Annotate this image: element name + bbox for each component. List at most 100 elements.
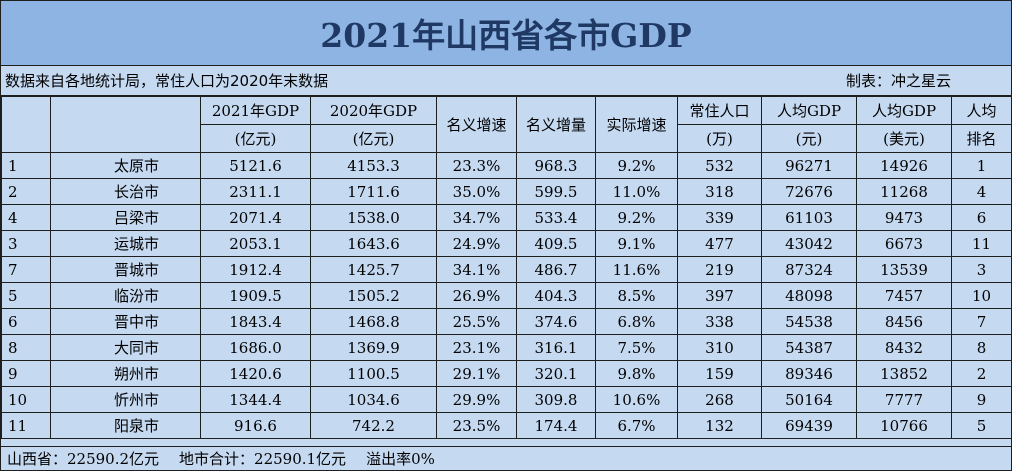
nominal-increase-cell: 599.5 <box>516 178 596 205</box>
real-growth-cell: 10.6% <box>595 386 678 413</box>
per-capita-usd-cell: 7777 <box>856 386 952 413</box>
gdp2020-cell: 1643.6 <box>310 230 437 257</box>
nominal-growth-cell: 24.9% <box>436 230 517 257</box>
header-real-growth: 实际增速 <box>595 96 678 153</box>
table-row: 6 晋中市 1843.4 1468.8 25.5% 374.6 6.8% 338 54538 84… <box>1 308 1012 335</box>
real-growth-cell: 9.2% <box>595 152 678 179</box>
per-capita-cny-cell: 54538 <box>761 308 857 335</box>
per-capita-rank-cell: 2 <box>951 360 1012 387</box>
table-row: 8 大同市 1686.0 1369.9 23.1% 316.1 7.5% 310 54387 84… <box>1 334 1012 361</box>
per-capita-cny-cell: 96271 <box>761 152 857 179</box>
per-capita-cny-cell: 43042 <box>761 230 857 257</box>
per-capita-cny-cell: 69439 <box>761 412 857 439</box>
rank-cell: 9 <box>1 360 51 387</box>
real-growth-cell: 6.8% <box>595 308 678 335</box>
per-capita-usd-cell: 13539 <box>856 256 952 283</box>
header-gdp2020-unit: (亿元) <box>310 124 437 153</box>
header-per-capita-rank: 人均 <box>951 96 1012 125</box>
gdp2020-cell: 1034.6 <box>310 386 437 413</box>
header-nominal-growth: 名义增速 <box>436 96 517 153</box>
gdp2021-cell: 916.6 <box>200 412 311 439</box>
gdp2021-cell: 1344.4 <box>200 386 311 413</box>
rank-cell: 5 <box>1 282 51 309</box>
population-cell: 219 <box>677 256 762 283</box>
per-capita-cny-cell: 87324 <box>761 256 857 283</box>
province-total: 山西省：22590.2亿元 <box>7 450 160 468</box>
table-row: 1 太原市 5121.6 4153.3 23.3% 968.3 9.2% 532 96271 14… <box>1 152 1012 179</box>
per-capita-rank-cell: 9 <box>951 386 1012 413</box>
real-growth-cell: 8.5% <box>595 282 678 309</box>
overflow-rate: 溢出率0% <box>366 450 435 468</box>
real-growth-cell: 7.5% <box>595 334 678 361</box>
table-row: 3 运城市 2053.1 1643.6 24.9% 409.5 9.1% 477 43042 66… <box>1 230 1012 257</box>
nominal-increase-cell: 374.6 <box>516 308 596 335</box>
header-population: 常住人口 <box>677 96 762 125</box>
per-capita-rank-cell: 8 <box>951 334 1012 361</box>
header-population-unit: (万) <box>677 124 762 153</box>
gdp-table: 2021年GDP 2020年GDP 名义增速 名义增量 实际增速 常住人口 人均… <box>1 96 1012 439</box>
rank-cell: 2 <box>1 178 51 205</box>
gdp2020-cell: 1538.0 <box>310 204 437 231</box>
rank-cell: 6 <box>1 308 51 335</box>
real-growth-cell: 9.2% <box>595 204 678 231</box>
nominal-growth-cell: 25.5% <box>436 308 517 335</box>
city-cell: 朔州市 <box>50 360 201 387</box>
nominal-growth-cell: 23.3% <box>436 152 517 179</box>
per-capita-rank-cell: 4 <box>951 178 1012 205</box>
per-capita-usd-cell: 8456 <box>856 308 952 335</box>
nominal-increase-cell: 486.7 <box>516 256 596 283</box>
per-capita-usd-cell: 7457 <box>856 282 952 309</box>
per-capita-cny-cell: 72676 <box>761 178 857 205</box>
nominal-increase-cell: 174.4 <box>516 412 596 439</box>
gdp2021-cell: 2311.1 <box>200 178 311 205</box>
rank-cell: 1 <box>1 152 51 179</box>
nominal-increase-cell: 409.5 <box>516 230 596 257</box>
table-row: 7 晋城市 1912.4 1425.7 34.1% 486.7 11.6% 219 87324 1… <box>1 256 1012 283</box>
note-row: 数据来自各地统计局，常住人口为2020年末数据 制表：冲之星云 <box>1 66 1011 96</box>
nominal-increase-cell: 320.1 <box>516 360 596 387</box>
header-per-capita-usd: 人均GDP <box>856 96 952 125</box>
city-cell: 长治市 <box>50 178 201 205</box>
population-cell: 397 <box>677 282 762 309</box>
gdp2021-cell: 1686.0 <box>200 334 311 361</box>
gdp2020-cell: 1505.2 <box>310 282 437 309</box>
nominal-growth-cell: 34.7% <box>436 204 517 231</box>
nominal-increase-cell: 309.8 <box>516 386 596 413</box>
per-capita-usd-cell: 13852 <box>856 360 952 387</box>
gdp2021-cell: 5121.6 <box>200 152 311 179</box>
per-capita-rank-cell: 6 <box>951 204 1012 231</box>
table-title: 2021年山西省各市GDP <box>1 1 1011 66</box>
nominal-increase-cell: 316.1 <box>516 334 596 361</box>
header-rank-empty <box>1 96 51 153</box>
per-capita-cny-cell: 89346 <box>761 360 857 387</box>
per-capita-usd-cell: 14926 <box>856 152 952 179</box>
header-nominal-increase: 名义增量 <box>516 96 596 153</box>
author-note: 制表：冲之星云 <box>845 72 951 90</box>
nominal-increase-cell: 533.4 <box>516 204 596 231</box>
city-cell: 吕梁市 <box>50 204 201 231</box>
table-row: 10 忻州市 1344.4 1034.6 29.9% 309.8 10.6% 268 50164… <box>1 386 1012 413</box>
per-capita-usd-cell: 10766 <box>856 412 952 439</box>
gdp2020-cell: 4153.3 <box>310 152 437 179</box>
city-cell: 大同市 <box>50 334 201 361</box>
population-cell: 338 <box>677 308 762 335</box>
gdp2020-cell: 1711.6 <box>310 178 437 205</box>
real-growth-cell: 11.0% <box>595 178 678 205</box>
city-cell: 忻州市 <box>50 386 201 413</box>
per-capita-rank-cell: 5 <box>951 412 1012 439</box>
per-capita-cny-cell: 54387 <box>761 334 857 361</box>
nominal-increase-cell: 404.3 <box>516 282 596 309</box>
header-gdp2021-unit: (亿元) <box>200 124 311 153</box>
per-capita-usd-cell: 6673 <box>856 230 952 257</box>
per-capita-cny-cell: 61103 <box>761 204 857 231</box>
per-capita-cny-cell: 50164 <box>761 386 857 413</box>
gdp2020-cell: 1468.8 <box>310 308 437 335</box>
table-body: 1 太原市 5121.6 4153.3 23.3% 968.3 9.2% 532 96271 14… <box>1 152 1012 439</box>
gdp2021-cell: 1912.4 <box>200 256 311 283</box>
gdp2020-cell: 1369.9 <box>310 334 437 361</box>
population-cell: 132 <box>677 412 762 439</box>
nominal-growth-cell: 26.9% <box>436 282 517 309</box>
rank-cell: 8 <box>1 334 51 361</box>
population-cell: 268 <box>677 386 762 413</box>
source-note: 数据来自各地统计局，常住人口为2020年末数据 <box>5 72 329 90</box>
